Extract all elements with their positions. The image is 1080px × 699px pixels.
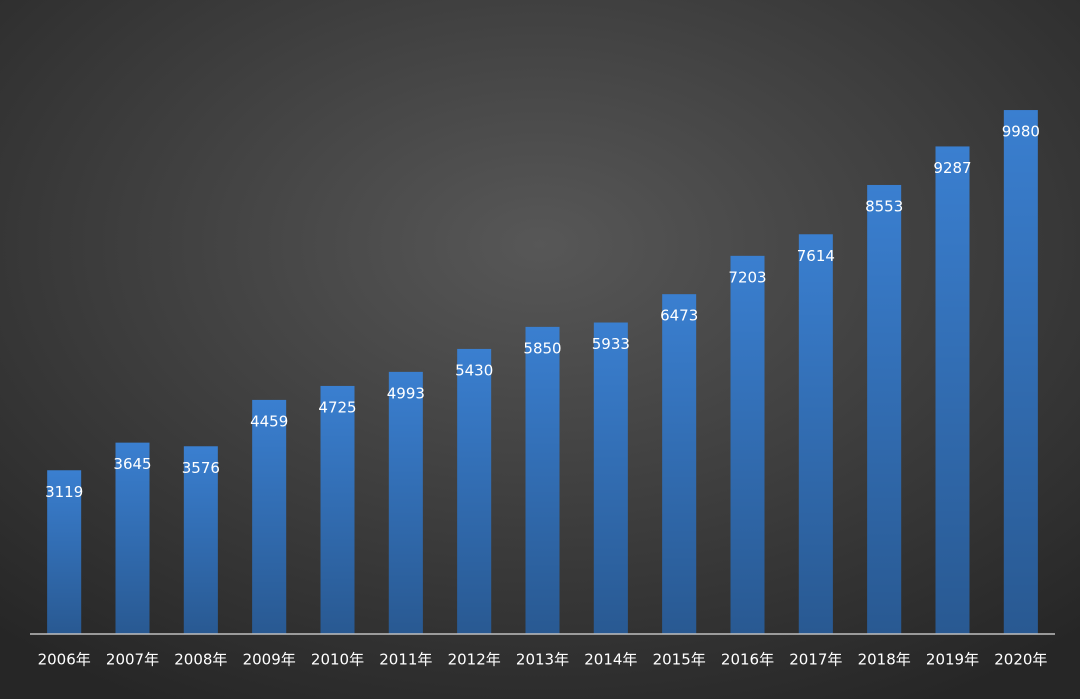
value-label: 3576 <box>182 459 220 477</box>
bar-shade <box>730 255 765 634</box>
value-label: 7614 <box>797 247 835 265</box>
x-tick-label: 2007年 <box>106 651 159 669</box>
x-tick-label: 2020年 <box>994 651 1047 669</box>
value-label: 7203 <box>728 268 766 286</box>
bar-shade <box>798 234 833 634</box>
value-label: 5850 <box>523 339 561 357</box>
bar-shade <box>183 446 218 634</box>
value-label: 9980 <box>1002 123 1040 141</box>
bar-shade <box>320 385 355 634</box>
value-label: 4725 <box>318 398 356 416</box>
x-tick-label: 2011年 <box>379 651 432 669</box>
bar-shade <box>388 371 423 634</box>
x-tick-label: 2008年 <box>174 651 227 669</box>
x-tick-label: 2015年 <box>653 651 706 669</box>
value-label: 5933 <box>592 335 630 353</box>
value-label: 8553 <box>865 197 903 215</box>
bar-shade <box>115 442 150 634</box>
value-label: 4993 <box>387 384 425 402</box>
bar-shade <box>47 470 82 634</box>
x-tick-label: 2010年 <box>311 651 364 669</box>
value-label: 3119 <box>45 483 83 501</box>
value-label: 6473 <box>660 307 698 325</box>
x-tick-label: 2013年 <box>516 651 569 669</box>
bar-shade <box>457 348 492 634</box>
x-tick-label: 2009年 <box>243 651 296 669</box>
x-tick-label: 2006年 <box>38 651 91 669</box>
bar-shade <box>662 294 697 634</box>
bar-shade <box>867 184 902 634</box>
x-tick-label: 2014年 <box>584 651 637 669</box>
bar-shade <box>593 322 628 634</box>
value-label: 9287 <box>933 159 971 177</box>
x-tick-label: 2019年 <box>926 651 979 669</box>
x-tick-label: 2012年 <box>448 651 501 669</box>
bar-shade <box>525 326 560 634</box>
value-label: 4459 <box>250 412 288 430</box>
bar-shade <box>252 399 287 634</box>
x-tick-label: 2016年 <box>721 651 774 669</box>
value-label: 5430 <box>455 361 493 379</box>
x-tick-label: 2018年 <box>858 651 911 669</box>
bar-shade <box>935 146 970 634</box>
value-label: 3645 <box>113 455 151 473</box>
x-tick-label: 2017年 <box>789 651 842 669</box>
bar-shade <box>1003 110 1038 635</box>
